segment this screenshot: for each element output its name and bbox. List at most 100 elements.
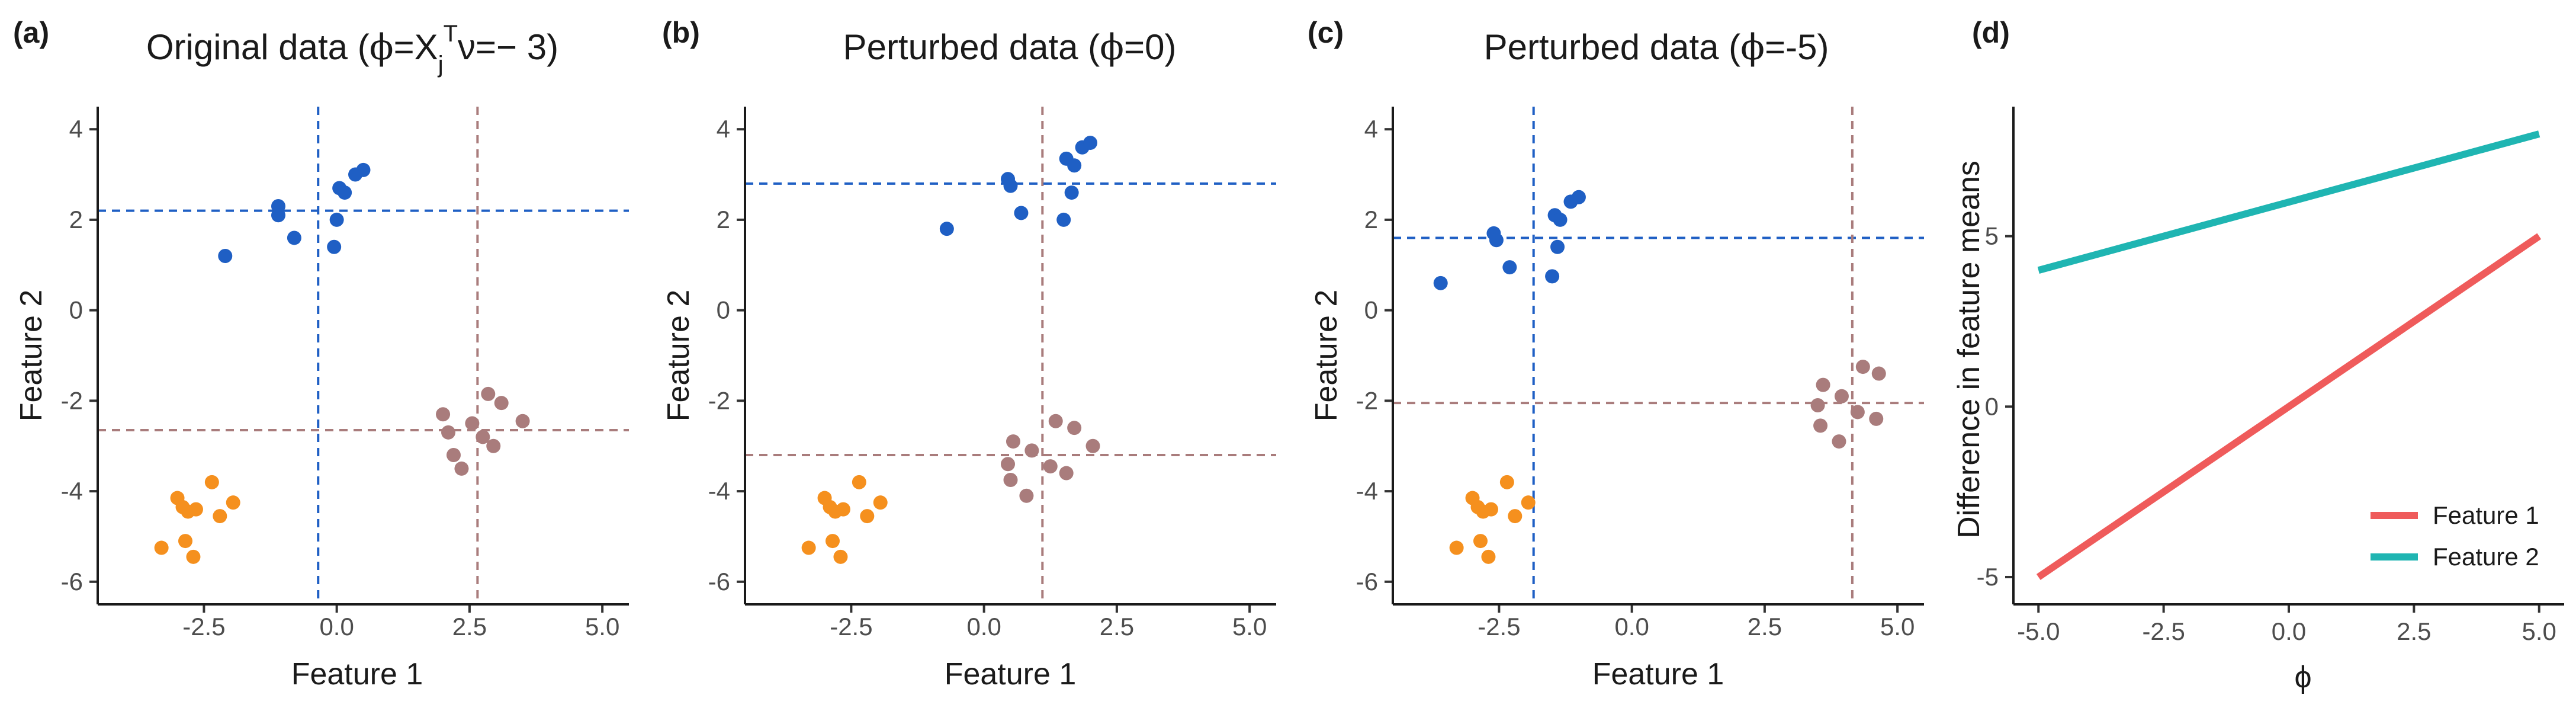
panel-tag: (c) <box>1308 16 1344 49</box>
y-axis-title: Difference in feature means <box>1952 161 1986 539</box>
y-tick-label: -2 <box>61 386 83 414</box>
y-tick-label: -6 <box>61 568 83 595</box>
panel-b: (b) Perturbed data (ϕ=0) -2.5 0.0 2.5 5.0 -6… <box>661 16 1276 691</box>
x-tick-label: 5.0 <box>2522 617 2556 645</box>
y-tick-label: 4 <box>69 115 83 143</box>
data-point-cluster-blue <box>1571 190 1586 204</box>
x-tick-label: 5.0 <box>1232 613 1267 640</box>
data-point-cluster-blue <box>1014 206 1029 220</box>
panel-d: (d) -5.0 -2.5 0.0 2.5 5.0 -5 0 5 ϕ Difference i… <box>1952 16 2564 694</box>
data-point-cluster-orange <box>1481 549 1496 564</box>
data-point-cluster-orange <box>226 495 240 510</box>
panel-c: (c) Perturbed data (ϕ=-5) -2.5 0.0 2.5 5.0-… <box>1308 16 1924 691</box>
data-point-cluster-mauve <box>1834 389 1849 403</box>
x-tick-label: -2.5 <box>830 613 872 640</box>
x-tick-label: 2.5 <box>2397 617 2431 645</box>
y-tick-label: 4 <box>1364 115 1378 143</box>
panel-tag: (d) <box>1972 16 2010 49</box>
y-tick-label: 0 <box>717 296 730 324</box>
data-point-cluster-blue <box>1064 185 1079 200</box>
data-point-cluster-blue <box>338 185 352 200</box>
y-tick-label: -2 <box>1356 386 1378 414</box>
legend-label-feature-2: Feature 2 <box>2433 543 2539 571</box>
panel-tag: (a) <box>13 16 49 49</box>
data-point-cluster-mauve <box>1067 421 1082 435</box>
data-point-cluster-orange <box>188 502 203 517</box>
data-point-cluster-blue <box>327 239 342 254</box>
data-point-cluster-orange <box>1483 502 1498 517</box>
x-tick-label: 5.0 <box>585 613 619 640</box>
y-tick-label: -4 <box>1356 477 1378 505</box>
series-line-feature-2 <box>2037 130 2540 274</box>
data-point-cluster-mauve <box>486 438 501 453</box>
chart-title: Perturbed data (ϕ=0) <box>843 27 1177 68</box>
x-tick-label: -2.5 <box>2142 617 2185 645</box>
y-tick-label: -2 <box>708 386 730 414</box>
data-point-cluster-blue <box>1550 239 1565 254</box>
plot-area: -2.5 0.0 2.5 5.0 -6 -4 -2 0 2 4 <box>61 107 629 640</box>
data-point-cluster-mauve <box>1024 443 1039 458</box>
data-point-cluster-mauve <box>515 414 530 428</box>
data-point-cluster-orange <box>154 540 169 555</box>
data-point-cluster-mauve <box>481 386 496 401</box>
legend: Feature 1 Feature 2 <box>2371 501 2539 571</box>
y-tick-label: 2 <box>1364 206 1378 233</box>
data-point-cluster-blue <box>356 162 371 177</box>
data-point-cluster-mauve <box>1869 411 1884 426</box>
data-point-cluster-blue <box>287 230 301 245</box>
x-tick-label: 2.5 <box>452 613 487 640</box>
legend-label-feature-1: Feature 1 <box>2433 501 2539 529</box>
data-point-cluster-mauve <box>476 430 490 444</box>
x-axis-title: ϕ <box>2294 660 2311 694</box>
series-line-feature-1 <box>2036 233 2542 580</box>
data-point-cluster-orange <box>1508 509 1523 524</box>
data-point-cluster-mauve <box>1832 434 1846 449</box>
data-point-cluster-orange <box>1499 475 1514 489</box>
data-point-cluster-mauve <box>1810 398 1825 412</box>
data-point-cluster-mauve <box>1003 473 1018 487</box>
data-point-cluster-orange <box>178 534 193 549</box>
data-point-cluster-mauve <box>1043 459 1058 474</box>
data-point-cluster-mauve <box>1048 414 1063 428</box>
data-point-cluster-blue <box>271 208 285 223</box>
data-point-cluster-mauve <box>1871 366 1886 381</box>
x-tick-label: 0.0 <box>2272 617 2306 645</box>
x-tick-label: 0.0 <box>966 613 1001 640</box>
plot-area: -2.5 0.0 2.5 5.0 -6 -4 -2 0 2 4 <box>1356 107 1924 640</box>
y-tick-label: 0 <box>69 296 83 324</box>
x-axis-title: Feature 1 <box>945 657 1077 691</box>
data-point-cluster-blue <box>939 222 954 236</box>
data-point-cluster-orange <box>833 549 848 564</box>
data-point-cluster-orange <box>860 509 875 524</box>
data-point-cluster-orange <box>836 502 850 517</box>
y-tick-label: -6 <box>1356 568 1378 595</box>
data-point-cluster-blue <box>1003 178 1018 193</box>
data-point-cluster-mauve <box>1085 438 1100 453</box>
y-tick-label: 5 <box>1985 222 1999 250</box>
plot-area: -2.5 0.0 2.5 5.0 -6 -4 -2 0 2 4 <box>708 107 1276 640</box>
x-axis-title: Feature 1 <box>1592 657 1724 691</box>
data-point-cluster-blue <box>1083 136 1098 150</box>
data-point-cluster-blue <box>329 212 344 227</box>
plot-area: -5.0 -2.5 0.0 2.5 5.0 -5 0 5 <box>1977 130 2556 645</box>
data-point-cluster-mauve <box>465 416 480 431</box>
data-point-cluster-blue <box>1489 233 1504 248</box>
data-point-cluster-orange <box>873 495 888 510</box>
data-point-cluster-mauve <box>1059 466 1074 481</box>
data-point-cluster-orange <box>1473 534 1488 549</box>
data-point-cluster-orange <box>1521 495 1536 510</box>
data-point-cluster-orange <box>826 534 840 549</box>
data-point-cluster-mauve <box>454 461 469 476</box>
data-point-cluster-mauve <box>1001 457 1016 472</box>
x-tick-label: 5.0 <box>1880 613 1915 640</box>
data-point-cluster-mauve <box>1019 488 1034 503</box>
data-point-cluster-mauve <box>1813 418 1828 433</box>
data-point-cluster-mauve <box>1855 360 1870 374</box>
data-point-cluster-mauve <box>1816 377 1830 392</box>
panel-a: (a) Original data (ϕ=XjTν=− 3) -2.5 0.0 2.… <box>13 16 629 691</box>
x-tick-label: 2.5 <box>1748 613 1782 640</box>
y-axis-title: Feature 2 <box>661 290 696 422</box>
data-point-cluster-orange <box>204 475 219 489</box>
y-tick-label: 4 <box>717 115 730 143</box>
